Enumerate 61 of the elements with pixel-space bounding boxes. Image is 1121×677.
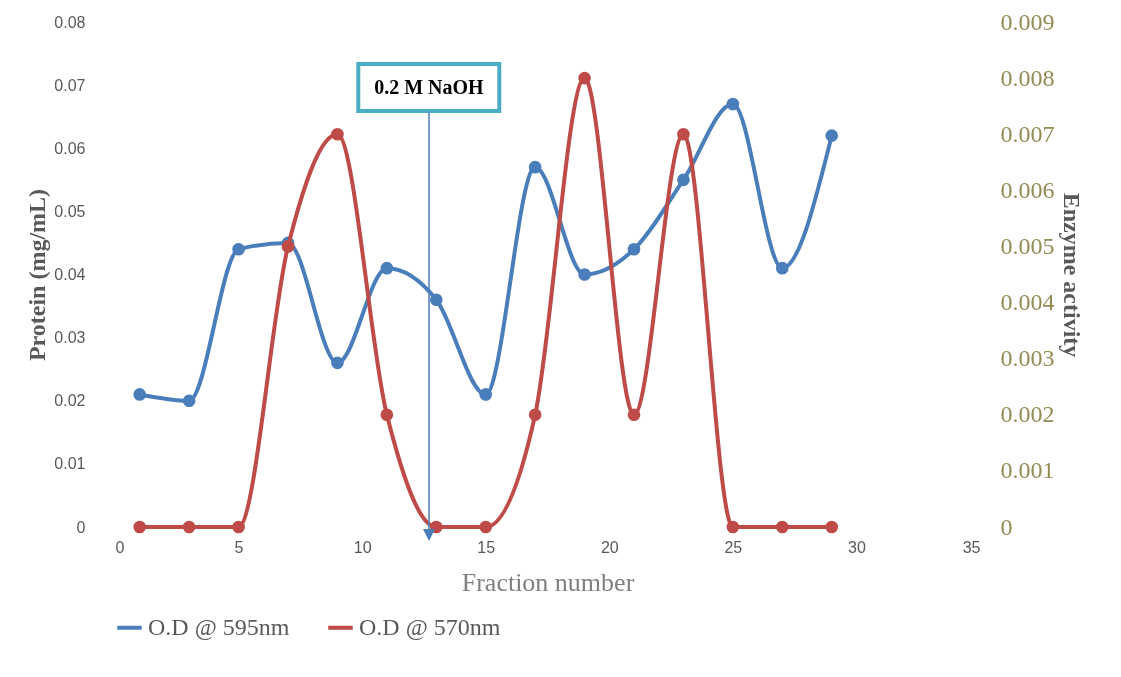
point — [331, 127, 344, 141]
point — [578, 268, 591, 281]
point — [775, 520, 789, 534]
point — [133, 388, 147, 401]
y-tick-label: 0.08 — [54, 13, 86, 31]
y2-tick-label: 0.009 — [1000, 8, 1055, 35]
point — [479, 388, 493, 401]
y2-tick-label: 0.001 — [1000, 457, 1055, 484]
y2-tick-label: 0.003 — [1000, 345, 1055, 372]
point — [528, 160, 542, 174]
x-tick-label: 15 — [477, 538, 496, 556]
point — [726, 97, 740, 111]
point — [825, 129, 839, 142]
point — [133, 520, 147, 534]
point — [528, 408, 542, 422]
point — [825, 520, 839, 534]
point — [182, 394, 196, 408]
y2-tick-label: 0.004 — [1000, 289, 1055, 316]
y2-tick-label: 0.005 — [1000, 232, 1055, 259]
point — [429, 520, 443, 534]
point — [429, 293, 443, 307]
y-tick-label: 0.06 — [54, 139, 86, 157]
x-tick-label: 0 — [115, 538, 125, 556]
y-tick-label: 0.01 — [54, 455, 86, 473]
x-axis-title: Fraction number — [461, 567, 635, 597]
x-tick-label: 30 — [848, 538, 866, 556]
point — [380, 408, 394, 422]
y2-tick-label: 0.002 — [1000, 401, 1055, 428]
y2-tick-label: 0.007 — [1000, 120, 1055, 147]
y2-tick-label: 0.008 — [1000, 64, 1055, 91]
x-tick-label: 20 — [600, 538, 619, 556]
point — [677, 127, 690, 141]
point — [479, 520, 493, 534]
point — [232, 520, 245, 534]
point — [331, 356, 344, 370]
point — [677, 173, 690, 187]
y-tick-label: 0.04 — [54, 266, 86, 283]
y-tick-label: 0.03 — [54, 329, 86, 347]
y-tick-label: 0.05 — [54, 202, 86, 220]
x-tick-label: 5 — [234, 538, 244, 556]
y2-axis-title: Enzyme activity — [1058, 192, 1085, 358]
point — [380, 261, 394, 275]
x-tick-label: 35 — [962, 538, 981, 556]
x-tick-label: 10 — [353, 538, 372, 556]
y-tick-label: 0 — [76, 518, 86, 536]
y-tick-label: 0.07 — [54, 76, 86, 94]
point — [726, 520, 740, 534]
point — [627, 408, 641, 422]
point — [232, 242, 245, 256]
point — [775, 261, 789, 275]
annotation: 0.2 M NaOH — [356, 62, 502, 113]
point — [578, 71, 591, 85]
y-tick-label: 0.02 — [54, 392, 86, 410]
point — [627, 242, 641, 256]
x-tick-label: 25 — [724, 538, 743, 556]
y2-tick-label: 0.006 — [1000, 176, 1055, 203]
y-axis-title: Protein (mg/mL) — [24, 188, 51, 362]
legend-label: O.D @ 595nm — [148, 613, 290, 640]
point — [281, 240, 295, 253]
point — [182, 520, 196, 534]
legend-label: O.D @ 570nm — [359, 613, 501, 640]
